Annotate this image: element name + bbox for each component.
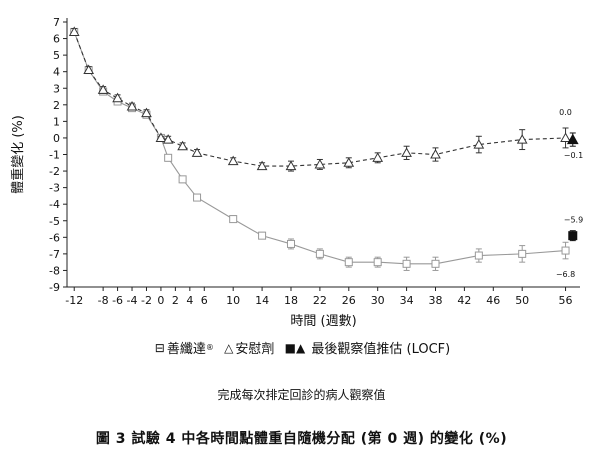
y-tick-label: -1 bbox=[49, 149, 60, 162]
chart-annotations: 0.0 −0.1 −5.9 −6.8 bbox=[556, 108, 583, 279]
legend-triangle-open-icon: △ bbox=[224, 340, 234, 355]
legend: ⊟ 善纖達® △ 安慰劑 ■▲ 最後觀察值推估 (LOCF) bbox=[0, 338, 603, 358]
legend-registered-mark: ® bbox=[205, 343, 214, 352]
y-tick-label: -6 bbox=[49, 231, 60, 244]
series-1-point bbox=[315, 249, 324, 258]
series-2-point bbox=[285, 160, 297, 171]
series-1-point bbox=[193, 193, 202, 202]
x-tick-label: -12 bbox=[65, 294, 83, 307]
legend-series2-label: 安慰劑 bbox=[235, 342, 275, 357]
y-tick-label: -2 bbox=[49, 165, 60, 178]
series-line-2 bbox=[73, 31, 566, 167]
series-1-point bbox=[229, 215, 238, 224]
series-1-point bbox=[561, 246, 570, 255]
series-1-point bbox=[431, 259, 440, 268]
y-tick-label: -8 bbox=[49, 264, 60, 277]
chart-axes bbox=[66, 18, 580, 288]
series-2-point bbox=[227, 155, 239, 166]
x-tick-label: 2 bbox=[172, 294, 179, 307]
data-annotation: −0.1 bbox=[564, 151, 583, 160]
series-2-point bbox=[473, 139, 485, 149]
series-2-point bbox=[516, 134, 528, 144]
y-tick-label: 7 bbox=[53, 16, 60, 29]
series-1-point bbox=[518, 249, 527, 258]
legend-locf-filled-icons: ■▲ bbox=[284, 340, 306, 355]
x-tick-label: 0 bbox=[157, 294, 164, 307]
x-tick-label: 56 bbox=[559, 294, 573, 307]
x-tick-label: 26 bbox=[342, 294, 356, 307]
series-2-point bbox=[191, 147, 203, 157]
legend-locf-label: 最後觀察值推估 (LOCF) bbox=[311, 342, 451, 357]
series-line-1 bbox=[73, 31, 566, 265]
x-tick-label: 4 bbox=[186, 294, 193, 307]
y-tick-label: 5 bbox=[53, 49, 60, 62]
data-annotation: −5.9 bbox=[564, 215, 583, 224]
series-2-point bbox=[430, 148, 441, 159]
y-tick-label: -5 bbox=[49, 215, 60, 228]
series-2-point bbox=[343, 157, 355, 167]
series-1-point bbox=[344, 258, 353, 267]
x-tick-label: -4 bbox=[127, 294, 138, 307]
series-1-point bbox=[286, 239, 295, 248]
x-tick-label: -2 bbox=[141, 294, 152, 307]
y-axis-label: 體重變化 (%) bbox=[10, 115, 26, 194]
legend-series1-label: 善纖達 bbox=[166, 342, 206, 357]
x-tick-label: 34 bbox=[400, 294, 414, 307]
x-tick-label: 18 bbox=[284, 294, 298, 307]
series-2-point bbox=[256, 160, 268, 171]
series-1-point bbox=[474, 251, 483, 260]
y-tick-label: -9 bbox=[49, 281, 60, 294]
series-2-point bbox=[162, 134, 174, 144]
x-tick-label: 6 bbox=[201, 294, 208, 307]
series-2-point bbox=[68, 26, 80, 36]
x-tick-label: -8 bbox=[98, 294, 109, 307]
y-tick-label: -7 bbox=[49, 248, 60, 261]
x-tick-label: 14 bbox=[255, 294, 269, 307]
y-tick-label: 1 bbox=[53, 115, 60, 128]
legend-square-open-icon: ⊟ bbox=[154, 340, 165, 355]
series-1-point bbox=[164, 153, 173, 162]
series-1-point bbox=[402, 259, 411, 268]
x-axis-label: 時間 (週數) bbox=[290, 314, 356, 329]
locf-point bbox=[568, 231, 578, 241]
x-tick-label: 46 bbox=[486, 294, 500, 307]
x-tick-label: -6 bbox=[112, 294, 123, 307]
x-tick-label: 42 bbox=[457, 294, 471, 307]
x-tick-label: 38 bbox=[428, 294, 442, 307]
series-1-point bbox=[373, 258, 382, 267]
series-2-point bbox=[97, 84, 109, 94]
series-2-point bbox=[155, 132, 167, 142]
x-tick-label: 50 bbox=[515, 294, 529, 307]
series-2-point bbox=[141, 107, 152, 118]
data-annotation: 0.0 bbox=[559, 108, 572, 117]
y-tick-label: -3 bbox=[49, 182, 60, 195]
series-2-point bbox=[112, 92, 123, 103]
x-tick-label: 30 bbox=[371, 294, 385, 307]
chart-series bbox=[68, 26, 579, 271]
y-tick-label: 4 bbox=[53, 66, 60, 79]
data-annotation: −6.8 bbox=[556, 270, 575, 279]
locf-point bbox=[566, 133, 579, 145]
series-2-point bbox=[560, 132, 571, 142]
series-2-point bbox=[372, 152, 384, 162]
y-tick-label: 3 bbox=[53, 82, 60, 95]
series-1-point bbox=[258, 231, 267, 240]
y-tick-label: -4 bbox=[49, 198, 60, 211]
series-1-point bbox=[178, 175, 187, 184]
x-tick-label: 22 bbox=[313, 294, 327, 307]
series-2-point bbox=[126, 100, 138, 111]
series-2-point bbox=[177, 140, 188, 151]
y-tick-label: 2 bbox=[53, 99, 60, 112]
y-tick-label: 0 bbox=[53, 132, 60, 145]
x-tick-label: 10 bbox=[226, 294, 240, 307]
chart-note: 完成每次排定回診的病人觀察值 bbox=[217, 388, 386, 402]
series-2-point bbox=[314, 158, 326, 169]
y-tick-label: 6 bbox=[53, 33, 60, 46]
series-2-point bbox=[401, 147, 412, 157]
figure-caption: 圖 3 試驗 4 中各時間點體重自隨機分配 (第 0 週) 的變化 (%) bbox=[95, 431, 508, 447]
series-2-point bbox=[83, 64, 95, 75]
